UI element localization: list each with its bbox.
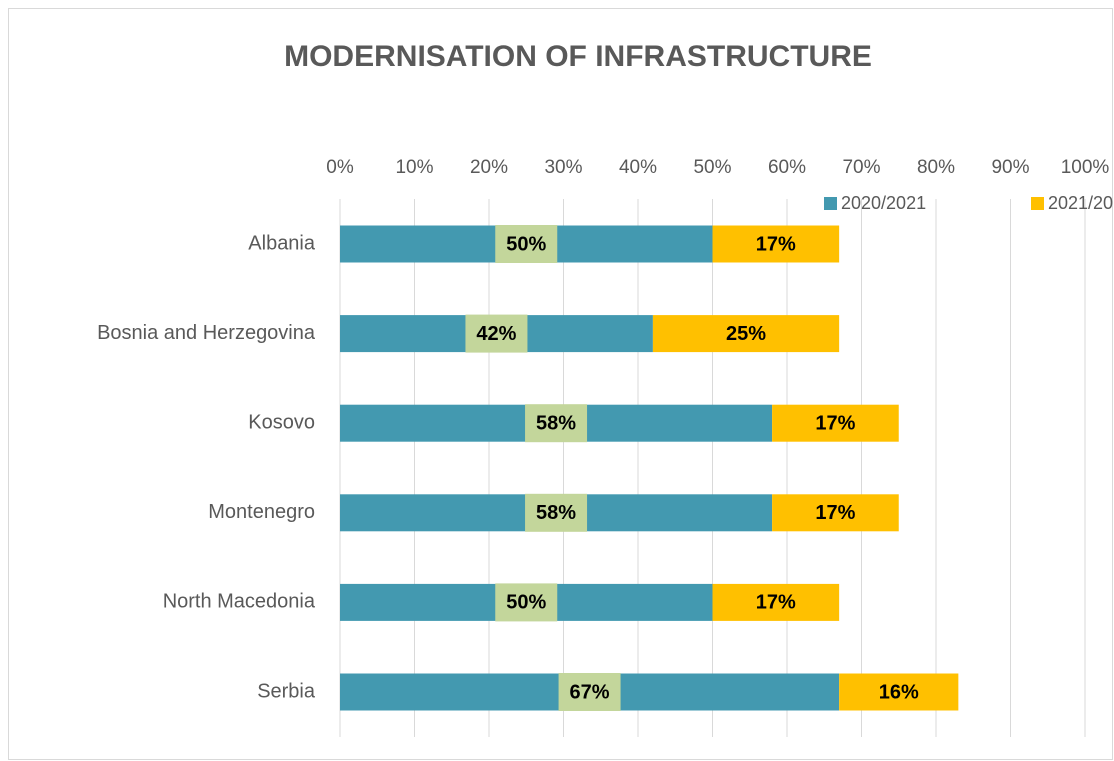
x-tick-label: 0%: [326, 157, 354, 178]
y-tick-label: Montenegro: [208, 501, 315, 523]
x-tick-label: 10%: [395, 157, 433, 178]
data-label: 50%: [506, 592, 546, 614]
bar: [712, 583, 840, 621]
data-label: 58%: [536, 412, 576, 434]
bar: [652, 315, 840, 353]
x-tick-label: 40%: [619, 157, 657, 178]
data-label: 17%: [756, 233, 796, 255]
y-tick-label: Albania: [248, 232, 316, 254]
bar: [712, 225, 840, 263]
data-label: 25%: [726, 323, 766, 345]
data-label: 17%: [815, 412, 855, 434]
legend-label: 2020/2021: [841, 193, 926, 213]
y-tick-label: Kosovo: [248, 411, 315, 433]
bar: [772, 404, 899, 442]
label-box: [465, 314, 528, 353]
data-label: 58%: [536, 502, 576, 524]
data-label: 16%: [879, 681, 919, 703]
legend-label: 2021/2022: [1048, 193, 1114, 213]
label-box: [525, 404, 588, 443]
x-tick-label: 100%: [1061, 157, 1110, 178]
data-label: 17%: [815, 502, 855, 524]
bar: [839, 673, 959, 711]
x-tick-label: 90%: [991, 157, 1029, 178]
x-tick-label: 20%: [470, 157, 508, 178]
x-tick-label: 70%: [842, 157, 880, 178]
label-box: [525, 493, 588, 532]
x-tick-label: 60%: [768, 157, 806, 178]
bar: [772, 494, 899, 532]
label-box: [495, 583, 558, 622]
chart-frame: [8, 8, 1113, 760]
x-tick-label: 80%: [917, 157, 955, 178]
legend-swatch: [1031, 197, 1044, 210]
x-tick-label: 30%: [544, 157, 582, 178]
y-tick-label: Serbia: [257, 680, 316, 702]
x-tick-label: 50%: [693, 157, 731, 178]
y-tick-label: North Macedonia: [163, 591, 316, 613]
data-label: 17%: [756, 592, 796, 614]
y-tick-label: Bosnia and Herzegovina: [97, 322, 316, 344]
data-label: 50%: [506, 233, 546, 255]
label-box: [558, 673, 621, 711]
chart-title: MODERNISATION OF INFRASTRUCTURE: [284, 40, 872, 73]
data-label: 42%: [476, 323, 516, 345]
legend-swatch: [824, 197, 837, 210]
data-label: 67%: [570, 681, 610, 703]
label-box: [495, 225, 558, 263]
